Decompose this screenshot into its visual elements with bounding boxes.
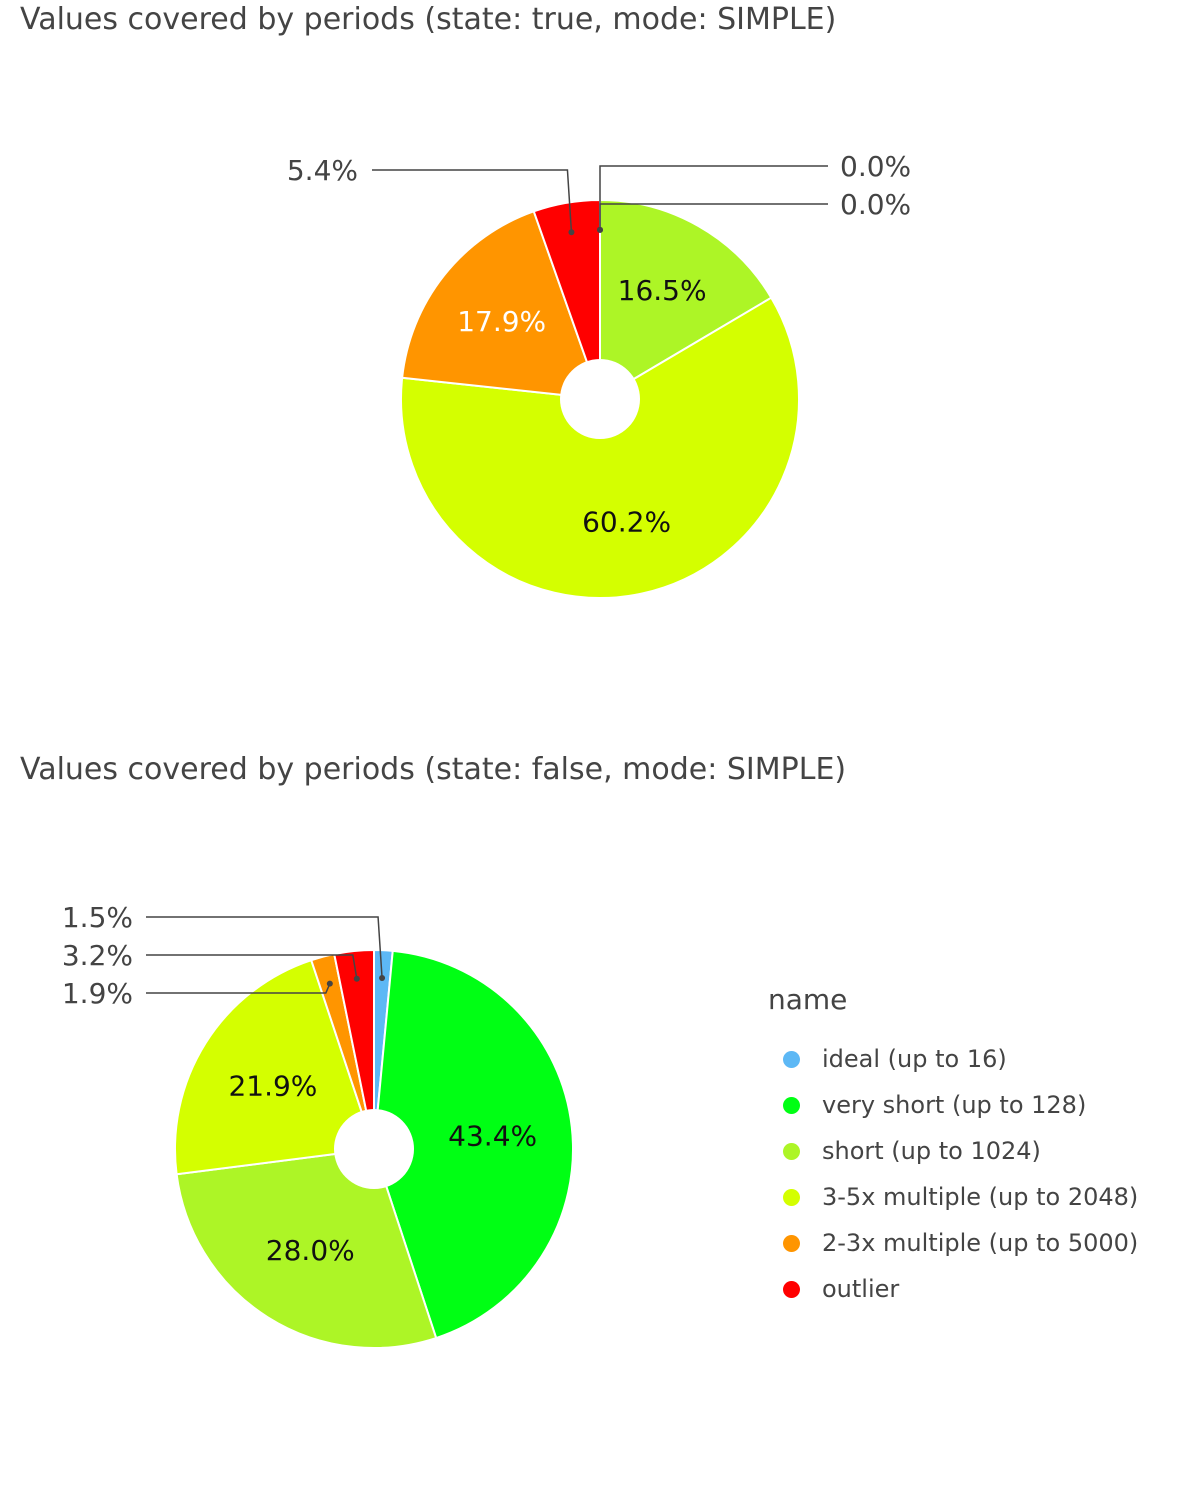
legend-title: name: [768, 983, 848, 1016]
legend-item[interactable]: very short (up to 128): [768, 1082, 1138, 1128]
label-leader-line: [372, 169, 573, 233]
pie-slice[interactable]: [333, 948, 375, 1150]
slice-label: 17.9%: [457, 305, 546, 338]
pie-chart-1: 0.0% 0.0% 16.5% 60.2% 17.9% 5.4%: [287, 150, 911, 599]
pie-chart-2: 1.5% 43.4% 28.0% 21.9% 1.9% 3.2%: [62, 901, 574, 1349]
slice-label: 21.9%: [228, 1069, 317, 1102]
chart-title-state-false: Values covered by periods (state: false,…: [20, 752, 847, 787]
slice-label: 5.4%: [287, 154, 358, 187]
legend-item[interactable]: short (up to 1024): [768, 1128, 1138, 1174]
slice-label: 16.5%: [618, 274, 707, 307]
pie-slice[interactable]: [401, 210, 602, 401]
slice-label: 28.0%: [266, 1234, 355, 1267]
pie-slice[interactable]: [175, 1147, 438, 1349]
slice-label: 1.5%: [62, 901, 133, 934]
legend-item[interactable]: ideal (up to 16): [768, 1036, 1138, 1082]
legend-item[interactable]: 2-3x multiple (up to 5000): [768, 1220, 1138, 1266]
legend-swatch: [783, 1234, 800, 1252]
label-leader-line: [599, 203, 828, 230]
slice-label: 3.2%: [62, 939, 133, 972]
label-leader-dot: [568, 229, 575, 236]
pie-slice[interactable]: [372, 949, 574, 1340]
legend-items: ideal (up to 16) very short (up to 128) sh…: [768, 1036, 1138, 1312]
label-leader-line: [146, 916, 383, 979]
legend-swatch: [783, 1050, 800, 1068]
legend-swatch: [783, 1188, 800, 1206]
slice-label: 0.0%: [840, 188, 911, 221]
legend-swatch: [783, 1280, 800, 1298]
slice-label: 43.4%: [448, 1120, 537, 1153]
legend-label: 3-5x multiple (up to 2048): [822, 1183, 1139, 1211]
label-leader-dot: [326, 980, 333, 987]
legend-swatch: [783, 1142, 800, 1160]
label-leader-line: [146, 954, 358, 979]
legend: name ideal (up to 16) very short (up to 1…: [768, 983, 1138, 1312]
slice-label: 60.2%: [582, 506, 671, 539]
label-leader-dot: [597, 226, 603, 233]
donut-hole: [560, 359, 640, 439]
legend-label: very short (up to 128): [822, 1091, 1087, 1119]
legend-label: 2-3x multiple (up to 5000): [822, 1229, 1139, 1257]
legend-label: ideal (up to 16): [822, 1045, 1007, 1073]
label-leader-dot: [353, 975, 360, 982]
legend-item[interactable]: 3-5x multiple (up to 2048): [768, 1174, 1138, 1220]
pie-slice[interactable]: [174, 958, 376, 1176]
legend-item[interactable]: outlier: [768, 1266, 1138, 1312]
chart-title-state-true: Values covered by periods (state: true, …: [20, 2, 837, 37]
slice-label: 1.9%: [62, 977, 133, 1010]
legend-label: short (up to 1024): [822, 1137, 1041, 1165]
pie-slice[interactable]: [599, 198, 773, 401]
legend-label: outlier: [822, 1275, 900, 1303]
slice-label: 0.0%: [840, 150, 911, 183]
label-leader-dot: [379, 975, 386, 982]
pie-slice[interactable]: [400, 296, 800, 599]
donut-hole: [334, 1109, 414, 1189]
legend-swatch: [783, 1096, 800, 1114]
label-leader-line: [146, 983, 331, 994]
